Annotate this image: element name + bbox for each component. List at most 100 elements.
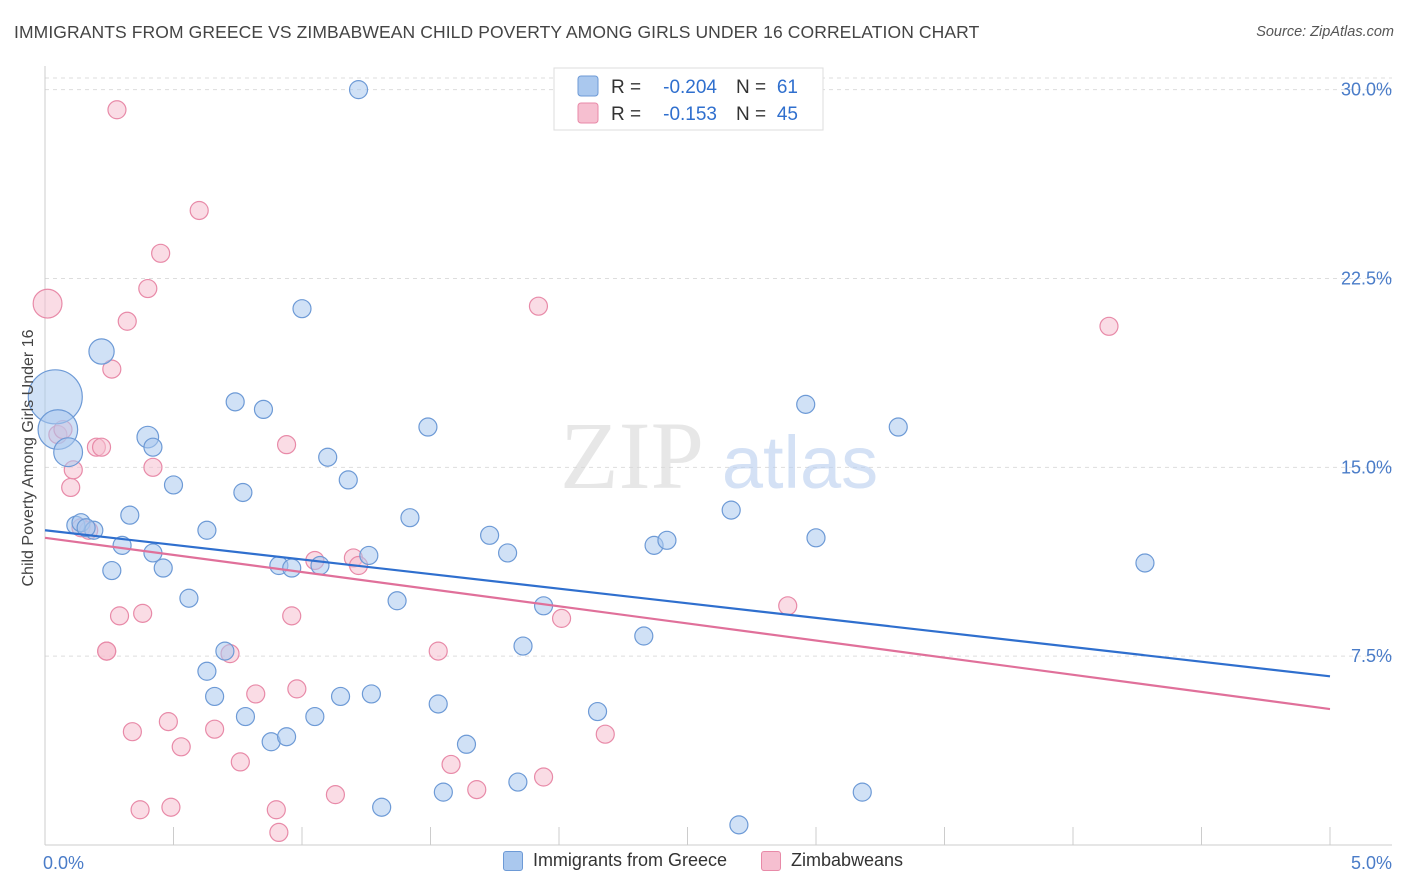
stats-n-label-greece: N = bbox=[736, 77, 766, 98]
greece-point bbox=[205, 686, 225, 707]
watermark-zip: ZIP bbox=[560, 402, 704, 509]
grid-lines bbox=[45, 77, 1392, 657]
greece-point bbox=[513, 636, 533, 656]
greece-point bbox=[372, 797, 392, 817]
zimbabweans-point bbox=[287, 679, 307, 699]
y-axis-label: Child Poverty Among Girls Under 16 bbox=[20, 329, 37, 586]
y-tick-label: 15.0% bbox=[1341, 457, 1392, 477]
greece-point bbox=[76, 518, 96, 538]
stats-r-label-greece: R = bbox=[611, 77, 641, 98]
greece-point bbox=[253, 399, 274, 420]
greece-point bbox=[806, 528, 826, 548]
x-tick-label: 0.0% bbox=[43, 853, 84, 873]
legend-item-zimbabweans[interactable]: Zimbabweans bbox=[760, 850, 904, 871]
legend-label-zimbabweans: Zimbabweans bbox=[790, 850, 904, 870]
greece-point bbox=[480, 525, 500, 545]
greece-point bbox=[318, 447, 338, 467]
greece-trend-line bbox=[44, 529, 1331, 678]
zimbabweans-point bbox=[32, 288, 63, 319]
greece-point bbox=[456, 734, 477, 754]
x-tick-labels: 0.0% 5.0% bbox=[43, 853, 1392, 873]
greece-point bbox=[361, 684, 381, 704]
zimbabweans-point bbox=[467, 780, 487, 800]
greece-point bbox=[112, 535, 132, 555]
greece-point bbox=[508, 772, 528, 792]
stats-n-value-greece: 61 bbox=[777, 77, 798, 98]
greece-point bbox=[888, 417, 908, 437]
zimbabweans-point bbox=[151, 243, 171, 263]
zimbabweans-point bbox=[189, 200, 209, 221]
greece-point bbox=[53, 437, 84, 468]
legend-item-greece[interactable]: Immigrants from Greece bbox=[502, 850, 727, 871]
greece-point bbox=[197, 661, 217, 681]
stats-swatch-zimbabweans bbox=[577, 102, 599, 124]
trend-lines bbox=[44, 529, 1331, 711]
greece-point bbox=[387, 591, 407, 611]
x-tick-label: 5.0% bbox=[1351, 853, 1392, 873]
zimbabweans-point bbox=[158, 712, 178, 732]
stats-n-label-zimbabweans: N = bbox=[736, 104, 766, 125]
zimbabweans-point bbox=[230, 752, 250, 772]
greece-point bbox=[179, 588, 199, 608]
zimbabweans-point bbox=[102, 359, 122, 379]
stats-legend-box bbox=[553, 67, 824, 131]
chart-title: IMMIGRANTS FROM GREECE VS ZIMBABWEAN CHI… bbox=[14, 22, 980, 42]
zimbabweans-point bbox=[205, 719, 225, 739]
greece-point bbox=[587, 701, 608, 722]
greece-point bbox=[348, 80, 369, 100]
zimbabweans-point bbox=[325, 785, 346, 805]
greece-point bbox=[163, 475, 184, 495]
greece-point bbox=[721, 500, 741, 520]
greece-point bbox=[657, 530, 677, 550]
greece-point bbox=[276, 727, 297, 747]
greece-point bbox=[796, 394, 816, 414]
zimbabweans-point bbox=[107, 100, 127, 120]
stats-n-value-zimbabweans: 45 bbox=[777, 104, 798, 125]
axes bbox=[44, 66, 1392, 846]
zimbabweans-point bbox=[61, 477, 81, 498]
zimbabweans-point bbox=[117, 311, 137, 331]
greece-point bbox=[120, 505, 140, 525]
greece-point bbox=[282, 558, 302, 578]
zimbabweans-point bbox=[441, 754, 461, 775]
greece-point bbox=[418, 417, 438, 437]
zimbabweans-point bbox=[161, 797, 181, 817]
zimbabweans-point bbox=[1099, 316, 1119, 336]
zimbabweans-point bbox=[109, 606, 130, 626]
zimbabweans-point bbox=[778, 596, 798, 616]
greece-point bbox=[292, 299, 312, 319]
stats-r-value-zimbabweans: -0.153 bbox=[663, 104, 717, 125]
zimbabweans-point bbox=[276, 435, 297, 455]
greece-point bbox=[498, 543, 518, 563]
y-tick-label: 22.5% bbox=[1341, 268, 1392, 288]
zimbabweans-point bbox=[122, 722, 142, 742]
watermark: ZIP atlas bbox=[560, 402, 878, 509]
y-tick-labels: 7.5% 15.0% 22.5% 30.0% bbox=[1341, 80, 1392, 667]
watermark-atlas: atlas bbox=[722, 421, 878, 504]
zimbabweans-point bbox=[266, 800, 286, 820]
legend-swatch-zimbabweans bbox=[760, 850, 781, 871]
zimbabweans-point bbox=[143, 457, 163, 477]
greece-point bbox=[852, 782, 872, 802]
greece-point bbox=[153, 558, 173, 578]
stats-r-value-greece: -0.204 bbox=[663, 77, 717, 98]
greece-point bbox=[400, 508, 420, 528]
zimbabweans-point bbox=[97, 641, 117, 661]
zimbabweans-point bbox=[428, 641, 448, 661]
zimbabweans-point bbox=[533, 767, 554, 787]
legend-swatch-greece bbox=[502, 850, 523, 871]
zimbabweans-point bbox=[551, 608, 572, 628]
greece-point bbox=[428, 694, 448, 714]
greece-point bbox=[433, 782, 453, 802]
zimbabweans-point bbox=[528, 296, 549, 316]
legend-label-greece: Immigrants from Greece bbox=[532, 850, 727, 870]
zimbabweans-point bbox=[269, 822, 289, 843]
greece-point bbox=[143, 437, 163, 457]
greece-point bbox=[225, 392, 245, 412]
greece-point bbox=[310, 555, 330, 576]
stats-legend: R = -0.204 N = 61 R = -0.153 N = 45 bbox=[553, 67, 824, 131]
source-credit: Source: ZipAtlas.com bbox=[1256, 24, 1394, 40]
zimbabweans-point bbox=[282, 606, 302, 626]
zimbabweans-point bbox=[595, 724, 615, 744]
stats-swatch-greece bbox=[577, 75, 599, 97]
